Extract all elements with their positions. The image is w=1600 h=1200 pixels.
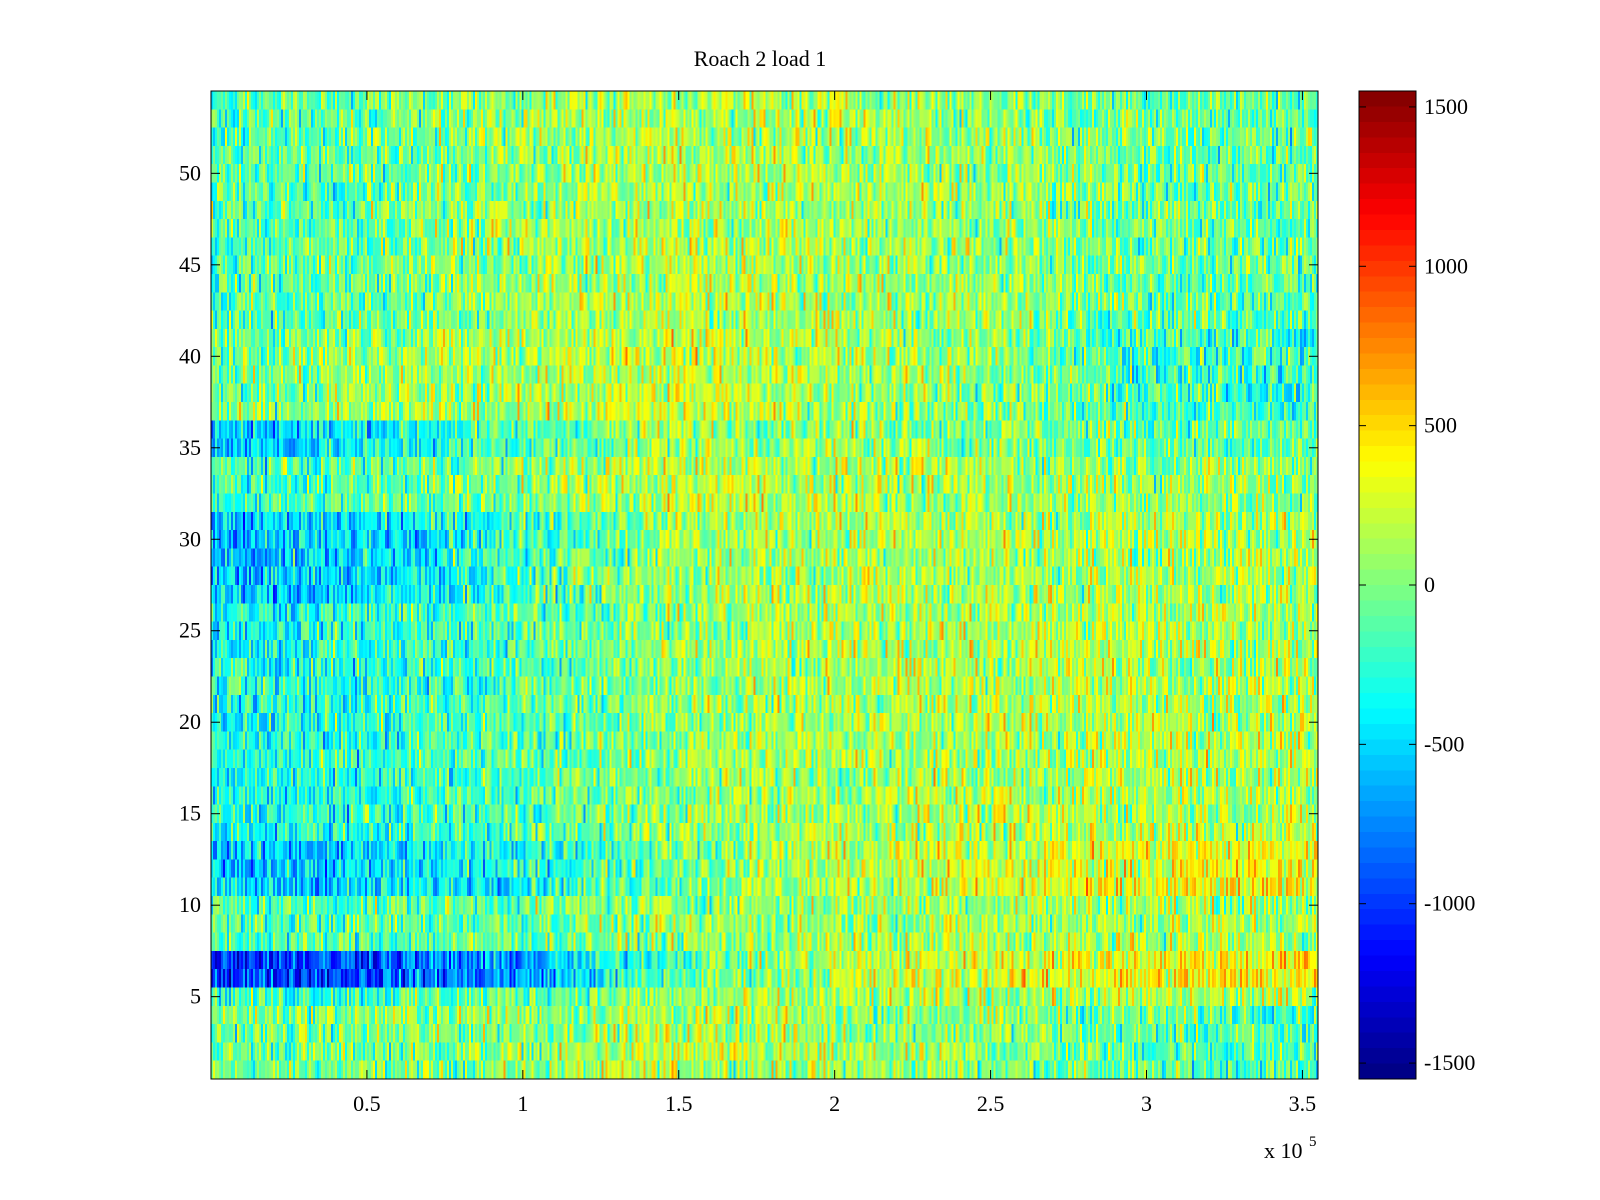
x-tick-label: 3 <box>1141 1091 1152 1116</box>
y-tick-label: 35 <box>179 435 201 460</box>
colorbar-tick-label: 500 <box>1424 413 1457 438</box>
x-axis-multiplier-exponent: 5 <box>1309 1134 1317 1150</box>
x-tick-label: 1.5 <box>665 1091 693 1116</box>
y-tick-label: 20 <box>179 709 201 734</box>
x-axis-multiplier: x 10 5 <box>1264 1134 1317 1163</box>
x-tick-label: 0.5 <box>353 1091 381 1116</box>
colorbar-ticks: 1500 1000 500 0 -500 -1000 -1500 <box>1359 94 1475 1075</box>
colorbar-tick-label: -1500 <box>1424 1050 1475 1075</box>
heatmap-image <box>211 91 1318 1079</box>
colorbar-tick-label: 0 <box>1424 572 1435 597</box>
y-tick-label: 10 <box>179 892 201 917</box>
x-axis-ticks: 0.5 1 1.5 2 2.5 3 3.5 <box>353 91 1316 1116</box>
y-tick-label: 50 <box>179 160 201 185</box>
x-tick-label: 3.5 <box>1289 1091 1317 1116</box>
y-tick-label: 30 <box>179 526 201 551</box>
y-tick-label: 15 <box>179 801 201 826</box>
x-axis-multiplier-base: x 10 <box>1264 1138 1303 1163</box>
x-tick-label: 2.5 <box>977 1091 1005 1116</box>
y-tick-label: 45 <box>179 252 201 277</box>
y-tick-label: 25 <box>179 618 201 643</box>
x-tick-label: 1 <box>517 1091 528 1116</box>
colorbar-tick-label: 1500 <box>1424 94 1468 119</box>
x-tick-label: 2 <box>829 1091 840 1116</box>
y-tick-label: 40 <box>179 343 201 368</box>
plot-frame <box>210 90 1319 1080</box>
colorbar-tick-label: -500 <box>1424 731 1464 756</box>
colorbar-frame <box>1358 90 1417 1080</box>
chart-title: Roach 2 load 1 <box>694 46 827 71</box>
y-tick-label: 5 <box>190 984 201 1009</box>
colorbar-image <box>1359 91 1416 1079</box>
colorbar-tick-label: -1000 <box>1424 891 1475 916</box>
colorbar-tick-label: 1000 <box>1424 253 1468 278</box>
y-axis-ticks: 5 10 15 20 25 30 35 40 45 50 <box>179 160 1318 1009</box>
